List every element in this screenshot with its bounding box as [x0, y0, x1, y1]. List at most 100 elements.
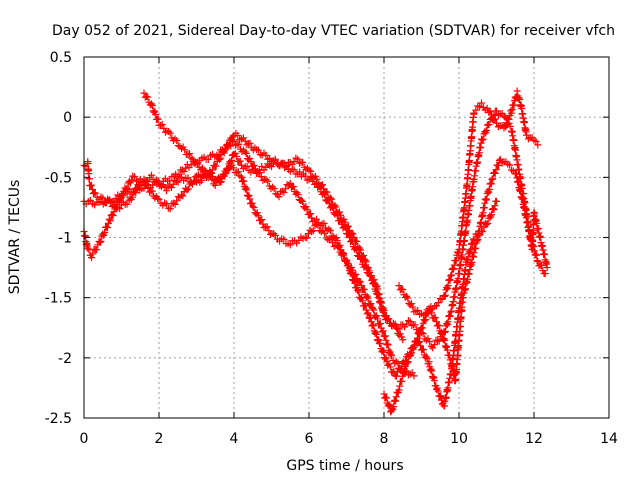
- data-point: [109, 212, 117, 220]
- data-point: [341, 218, 349, 226]
- data-point: [501, 122, 509, 130]
- data-point: [110, 208, 118, 216]
- x-axis-label: GPS time / hours: [286, 458, 403, 474]
- data-point: [173, 137, 181, 145]
- data-point: [317, 228, 325, 236]
- data-points: [80, 87, 551, 416]
- data-point: [88, 254, 95, 262]
- data-point: [129, 188, 137, 196]
- data-point: [301, 172, 309, 180]
- data-point: [180, 167, 188, 175]
- data-point: [433, 318, 440, 326]
- data-point: [446, 356, 454, 364]
- axis-ticks: 0 2 4 6 8 10 12 14 0.5 0 -0.5 -1 -1.5 -2 -2.5: [45, 50, 618, 447]
- data-point: [218, 175, 226, 183]
- data-point: [406, 350, 414, 358]
- data-point: [231, 149, 239, 157]
- data-point: [103, 224, 111, 232]
- data-point: [516, 96, 524, 104]
- data-point: [310, 174, 318, 182]
- data-point: [152, 111, 160, 119]
- data-point: [431, 314, 439, 322]
- data-point: [504, 114, 512, 122]
- data-point: [308, 228, 316, 236]
- data-point: [337, 211, 344, 219]
- data-point: [486, 212, 494, 220]
- data-point: [211, 181, 219, 189]
- data-point: [158, 120, 166, 128]
- data-point: [441, 336, 449, 344]
- data-point: [441, 292, 449, 300]
- data-point: [298, 196, 305, 204]
- data-point: [530, 247, 538, 255]
- data-point: [527, 234, 535, 242]
- data-point: [326, 227, 334, 235]
- data-point: [356, 278, 364, 286]
- data-point: [181, 146, 189, 154]
- data-point: [426, 306, 434, 314]
- data-point: [408, 300, 415, 308]
- data-point: [89, 250, 97, 258]
- data-point: [403, 320, 410, 328]
- data-point: [411, 321, 419, 329]
- data-point: [253, 209, 261, 217]
- data-point: [488, 176, 496, 184]
- data-point: [295, 159, 303, 167]
- data-point: [483, 195, 491, 203]
- y-tick-label: -0.5: [45, 170, 72, 186]
- data-point: [382, 336, 390, 344]
- data-point: [447, 272, 455, 280]
- data-point: [391, 320, 399, 328]
- data-point: [469, 240, 477, 248]
- data-point: [370, 306, 378, 314]
- data-point: [532, 251, 540, 259]
- data-point: [184, 174, 192, 182]
- data-point: [250, 204, 258, 212]
- data-point: [101, 199, 109, 207]
- data-point: [380, 306, 388, 314]
- data-point: [154, 194, 162, 202]
- data-point: [173, 197, 181, 205]
- data-point: [266, 231, 274, 239]
- data-point: [179, 192, 187, 200]
- data-point: [336, 241, 344, 249]
- data-point: [213, 178, 221, 186]
- data-point: [364, 309, 372, 317]
- data-point: [361, 256, 369, 264]
- data-point: [350, 276, 358, 284]
- data-point: [508, 109, 515, 117]
- data-point: [254, 170, 262, 178]
- data-point: [290, 183, 298, 191]
- data-point: [303, 234, 311, 242]
- data-point: [128, 176, 136, 184]
- data-point: [128, 193, 136, 201]
- x-tick-label: 6: [305, 431, 314, 447]
- data-point: [286, 241, 294, 249]
- data-point: [399, 369, 407, 377]
- data-point: [241, 185, 249, 193]
- data-point: [365, 267, 373, 275]
- data-point: [429, 344, 437, 352]
- data-point: [491, 169, 499, 177]
- data-point: [446, 312, 454, 320]
- data-point: [523, 131, 530, 139]
- data-point: [444, 282, 452, 290]
- data-point: [232, 141, 240, 149]
- data-point: [383, 394, 390, 402]
- data-point: [428, 372, 436, 380]
- data-point: [332, 234, 340, 242]
- data-point: [397, 365, 405, 373]
- data-point: [437, 330, 445, 338]
- data-point: [534, 257, 542, 265]
- data-point: [430, 377, 438, 385]
- data-point: [151, 107, 159, 115]
- series-track: [80, 137, 500, 410]
- data-point: [384, 341, 392, 349]
- data-point: [174, 178, 182, 186]
- data-point: [378, 328, 386, 336]
- data-point: [413, 338, 420, 346]
- data-point: [538, 262, 545, 270]
- data-point: [241, 148, 249, 156]
- data-point: [223, 140, 231, 148]
- data-point: [303, 206, 311, 214]
